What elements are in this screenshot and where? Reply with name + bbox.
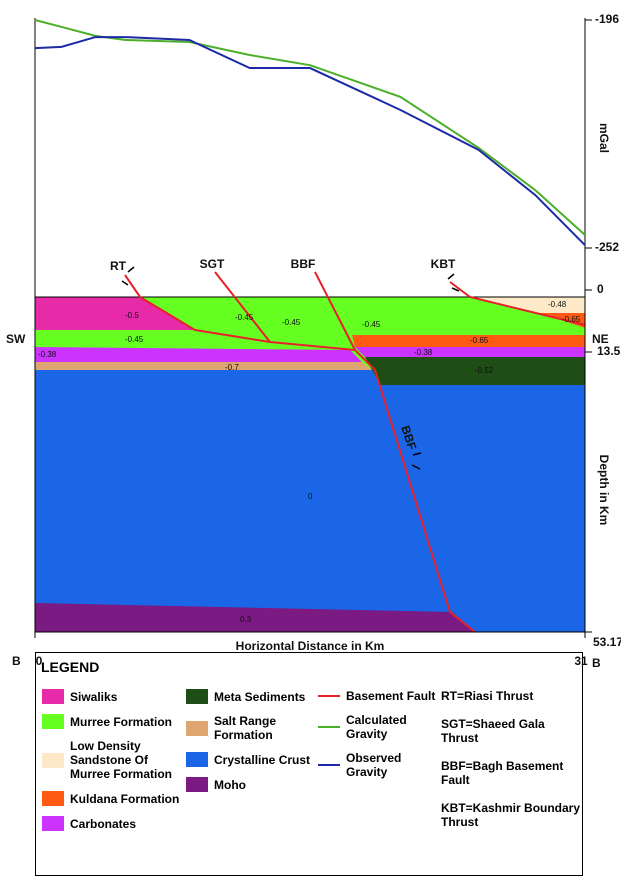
side-label: SW — [6, 332, 26, 346]
legend-label: Crystalline Crust — [214, 753, 310, 767]
legend: LEGEND Siwaliks Murree Formation Low Densi… — [35, 652, 583, 876]
legend-label: Carbonates — [70, 817, 136, 831]
fault-label: KBT — [431, 257, 456, 271]
legend-label: Basement Fault — [346, 689, 435, 703]
legend-item: Murree Formation — [42, 714, 182, 729]
legend-swatch — [186, 689, 208, 704]
salt-range — [35, 362, 372, 370]
legend-label: Low Density Sandstone Of Murree Formatio… — [70, 739, 182, 781]
legend-label: Kuldana Formation — [70, 792, 179, 806]
y-tick-label: -252 — [595, 240, 619, 254]
legend-label: Siwaliks — [70, 690, 117, 704]
density-label: -0.38 — [38, 350, 57, 359]
legend-item: Calculated Gravity — [318, 713, 438, 741]
density-label: -0.65 — [562, 315, 581, 324]
fault-label: BBF — [291, 257, 316, 271]
legend-item: Meta Sediments — [186, 689, 311, 704]
density-label: -0.5 — [125, 311, 139, 320]
depth-tick-label: 53.17 — [593, 635, 621, 649]
legend-column: Meta Sediments Salt Range Formation Crysta… — [186, 689, 311, 792]
density-label: -0.65 — [470, 336, 489, 345]
density-label: -0.7 — [225, 363, 239, 372]
legend-swatch — [42, 714, 64, 729]
kuldana-formation — [352, 335, 585, 347]
density-label: -0.48 — [548, 300, 567, 309]
depth-tick-label: 13.5 — [597, 344, 621, 358]
legend-column: Siwaliks Murree Formation Low Density Sand… — [42, 689, 182, 831]
legend-label: Meta Sediments — [214, 690, 305, 704]
legend-item: Low Density Sandstone Of Murree Formatio… — [42, 739, 182, 781]
density-label: -0.45 — [362, 320, 381, 329]
legend-label: Moho — [214, 778, 246, 792]
legend-line — [318, 726, 340, 728]
page: {"chart_data": {"type": "line", "y_label… — [0, 0, 621, 878]
legend-item: Carbonates — [42, 816, 182, 831]
density-label: 0 — [308, 492, 313, 501]
density-label: 0.3 — [240, 615, 252, 624]
density-label: -0.45 — [282, 318, 301, 327]
y-tick-label: -196 — [595, 12, 619, 26]
density-label: -0.45 — [125, 335, 144, 344]
legend-abbreviation: SGT=Shaeed Gala Thrust — [441, 717, 583, 745]
legend-label: Salt Range Formation — [214, 714, 311, 742]
legend-item: Moho — [186, 777, 311, 792]
legend-item: Crystalline Crust — [186, 752, 311, 767]
fault-label: RT — [110, 259, 127, 273]
density-label: -0.38 — [414, 348, 433, 357]
depth-tick-label: 0 — [597, 282, 604, 296]
legend-item: Basement Fault — [318, 689, 438, 703]
legend-swatch — [186, 752, 208, 767]
legend-item: Observed Gravity — [318, 751, 438, 779]
legend-item: Salt Range Formation — [186, 714, 311, 742]
legend-abbreviation: BBF=Bagh Basement Fault — [441, 759, 583, 787]
legend-swatch — [186, 721, 208, 736]
legend-column: Basement Fault Calculated Gravity Observed… — [318, 689, 438, 779]
carbonates — [355, 347, 585, 357]
density-label: -0.52 — [475, 366, 494, 375]
legend-line — [318, 695, 340, 697]
legend-title: LEGEND — [41, 659, 99, 675]
legend-swatch — [186, 777, 208, 792]
legend-abbreviation: KBT=Kashmir Boundary Thrust — [441, 801, 583, 829]
profile-end: B — [592, 656, 601, 670]
legend-swatch — [42, 816, 64, 831]
density-label: -0.45 — [235, 313, 254, 322]
legend-swatch — [42, 753, 64, 768]
legend-abbreviation: RT=Riasi Thrust — [441, 689, 583, 703]
fault-label: SGT — [200, 257, 225, 271]
gravity-line — [35, 20, 585, 235]
legend-label: Calculated Gravity — [346, 713, 438, 741]
legend-label: Murree Formation — [70, 715, 172, 729]
legend-swatch — [42, 791, 64, 806]
legend-item: Kuldana Formation — [42, 791, 182, 806]
depth-axis-title: Depth in Km — [597, 455, 611, 526]
profile-end: B — [12, 654, 21, 668]
gravity-line — [35, 37, 585, 245]
legend-line — [318, 764, 340, 766]
legend-column: RT=Riasi Thrust SGT=Shaeed Gala Thrust BBF… — [441, 689, 583, 829]
y-axis-title: mGal — [597, 123, 611, 153]
legend-item: Siwaliks — [42, 689, 182, 704]
legend-swatch — [42, 689, 64, 704]
legend-label: Observed Gravity — [346, 751, 438, 779]
